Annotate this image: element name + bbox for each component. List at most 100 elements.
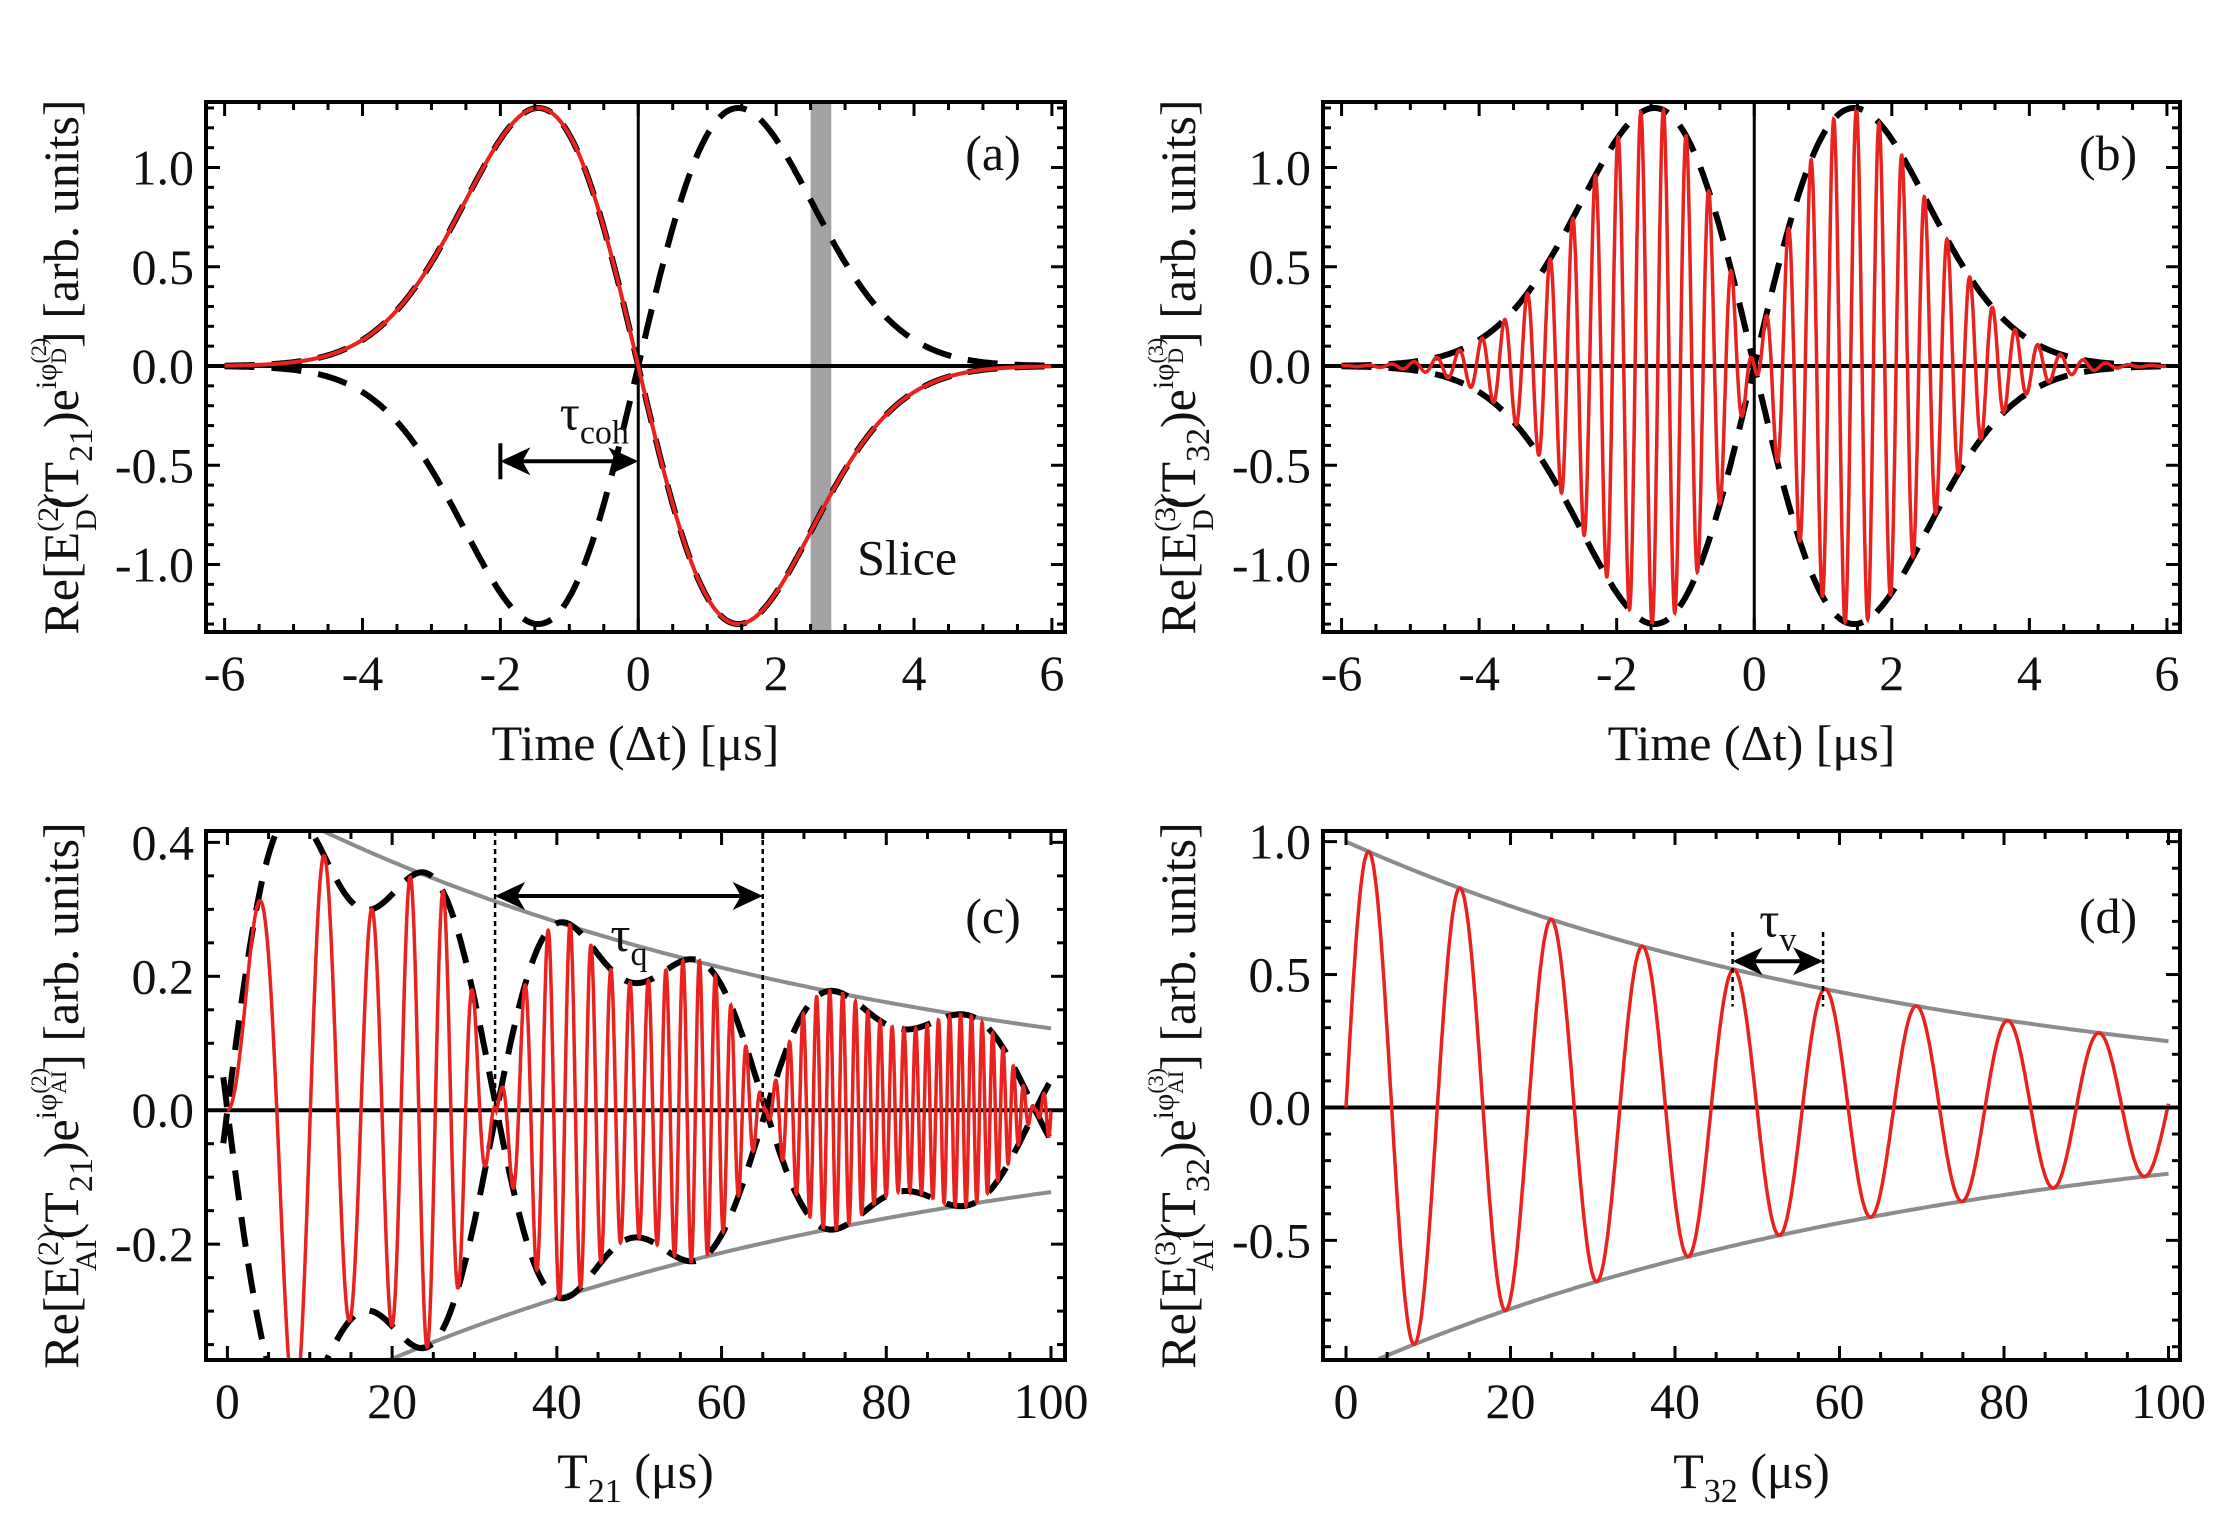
y-axis-label: Re[E(2) AI(T21)eiφ(2)AI] [arb. units] xyxy=(26,822,103,1369)
ylabel-pre: Re[E xyxy=(1150,1266,1206,1369)
panel-c: τq0 20 40 60 80 100-0.20.00.20.4(c)T21 (μs)Re… xyxy=(26,814,1088,1510)
x-tick-label: -4 xyxy=(1458,645,1500,701)
panel-tag: (b) xyxy=(2079,125,2137,181)
y-tick-label: 1.0 xyxy=(1249,814,1312,870)
xlabel-main: T xyxy=(1673,1443,1704,1499)
y-tick-label: 0.0 xyxy=(132,338,195,394)
y-tick-label: 0.5 xyxy=(132,239,195,295)
annotation-label: τcoh xyxy=(560,384,629,451)
y-axis-label: Re[E(3) AI(T32)eiφ(3)AI] [arb. units] xyxy=(1143,822,1220,1369)
ylabel-exp-sub: AI xyxy=(46,1071,71,1094)
plot-area xyxy=(1323,102,2180,632)
y-tick-label: 0.4 xyxy=(132,814,195,870)
ylabel-exp-sub: AI xyxy=(1163,1071,1188,1094)
xlabel-sub: 32 xyxy=(1704,1473,1738,1510)
ylabel-exp: iφ xyxy=(1147,1094,1180,1120)
ylabel-sup: (2) xyxy=(32,497,65,532)
x-tick-label: -6 xyxy=(204,645,246,701)
ylabel-sub: D xyxy=(1187,509,1220,531)
x-tick-label: 80 xyxy=(861,1373,911,1429)
panel-a: τcoh Slice -6 -4 -2 0 2 4 6 -1.0 -0.5 0.0 0.5 1.0 (a) T… xyxy=(26,99,1067,771)
x-tick-label: 100 xyxy=(1013,1373,1088,1429)
x-axis-label: Time (Δt) [μs] xyxy=(492,715,780,771)
ylabel-index: 21 xyxy=(63,428,100,462)
y-tick-label: -0.5 xyxy=(1232,1212,1311,1268)
ylabel-index: 32 xyxy=(1180,428,1217,462)
tau-subscript: v xyxy=(1779,921,1796,958)
tau-symbol: τ xyxy=(1759,891,1779,947)
x-tick-label: 20 xyxy=(1486,1373,1536,1429)
x-tick-label: 2 xyxy=(764,645,789,701)
arrow-head-right xyxy=(1793,947,1824,976)
xlabel-main: Time (Δt) [μs] xyxy=(1608,715,1896,771)
arrow-head-left xyxy=(500,447,531,476)
x-tick-label: -4 xyxy=(342,645,384,701)
ylabel-index: 32 xyxy=(1180,1158,1217,1192)
xlabel-main: T xyxy=(557,1443,588,1499)
x-axis-label: Time (Δt) [μs] xyxy=(1608,715,1896,771)
annotation-label: τq xyxy=(610,906,647,973)
y-axis-label: Re[E(3) D(T32)eiφ(3)D] [arb. units] xyxy=(1143,99,1220,634)
ylabel-mid: (T xyxy=(33,1192,89,1239)
x-tick-label: 80 xyxy=(1979,1373,2029,1429)
arrow-head-right xyxy=(608,447,639,476)
ylabel-sup: (2) xyxy=(32,1231,65,1266)
plot-frame xyxy=(1321,829,2182,1362)
y-axis-label: Re[E(2) D(T21)eiφ(2)D] [arb. units] xyxy=(26,99,103,634)
panel-tag: (d) xyxy=(2079,888,2137,944)
x-tick-label: 40 xyxy=(532,1373,582,1429)
ylabel-mid: (T xyxy=(1150,462,1206,509)
y-tick-label: -1.0 xyxy=(115,537,194,593)
ylabel-post: )e xyxy=(33,389,89,428)
decay-envelope-upper xyxy=(318,831,1052,1031)
decay-envelope-lower xyxy=(383,1190,1052,1360)
slice-label: Slice xyxy=(857,529,957,585)
y-tick-label: 1.0 xyxy=(1249,140,1312,196)
plot-area xyxy=(206,831,1065,1360)
ylabel-exp: iφ xyxy=(30,1094,63,1120)
ylabel-exp-sup: (3) xyxy=(1143,1068,1168,1094)
ylabel-sup: (3) xyxy=(1149,1231,1182,1266)
decay-envelope-upper xyxy=(1345,839,2169,1044)
y-tick-label: -0.2 xyxy=(115,1216,194,1272)
plot-area xyxy=(1323,839,2180,1360)
x-tick-label: -2 xyxy=(1596,645,1638,701)
x-tick-label: 4 xyxy=(902,645,927,701)
xlabel-main: Time (Δt) [μs] xyxy=(492,715,780,771)
ylabel-post: )e xyxy=(1150,1119,1206,1158)
tau-symbol: τ xyxy=(560,384,580,440)
ylabel-exp-sup: (2) xyxy=(26,338,51,364)
x-tick-label: 60 xyxy=(1815,1373,1865,1429)
xlabel-post: (μs) xyxy=(622,1443,714,1499)
x-axis-label: T21 (μs) xyxy=(557,1443,714,1510)
x-tick-label: -6 xyxy=(1321,645,1363,701)
x-tick-label: 40 xyxy=(1650,1373,1700,1429)
ylabel-post: )e xyxy=(1150,389,1206,428)
panel-tag: (c) xyxy=(965,888,1021,944)
plot-area xyxy=(206,102,1065,632)
x-tick-label: 0 xyxy=(215,1373,240,1429)
x-tick-label: 6 xyxy=(2154,645,2179,701)
arrow-head-right xyxy=(732,881,763,910)
ylabel-sub: AI xyxy=(1187,1239,1220,1271)
ylabel-exp-sub: D xyxy=(1163,348,1188,364)
tau-subscript: coh xyxy=(580,414,629,451)
decay-envelope-lower xyxy=(1378,1171,2169,1360)
ylabel-exp-sub: D xyxy=(46,348,71,364)
ylabel-pre: Re[E xyxy=(33,532,89,635)
ylabel-exp-sup: (2) xyxy=(26,1068,51,1094)
y-tick-label: 0.0 xyxy=(132,1082,195,1138)
ylabel-exp-sup: (3) xyxy=(1143,338,1168,364)
x-tick-label: 20 xyxy=(367,1373,417,1429)
plot-frame xyxy=(204,829,1067,1362)
x-tick-label: 6 xyxy=(1039,645,1064,701)
x-tick-label: 60 xyxy=(697,1373,747,1429)
annotation-label: τv xyxy=(1759,891,1796,958)
tau-symbol: τ xyxy=(610,906,630,962)
panel-b: -6 -4 -2 0 2 4 6 -1.0 -0.5 0.0 0.5 1.0 (b) Time (Δt) … xyxy=(1143,99,2182,771)
signal-curve xyxy=(1340,103,2168,628)
ylabel-sub: AI xyxy=(70,1239,103,1271)
ylabel-mid: (T xyxy=(33,462,89,509)
ylabel-pre: Re[E xyxy=(33,1266,89,1369)
